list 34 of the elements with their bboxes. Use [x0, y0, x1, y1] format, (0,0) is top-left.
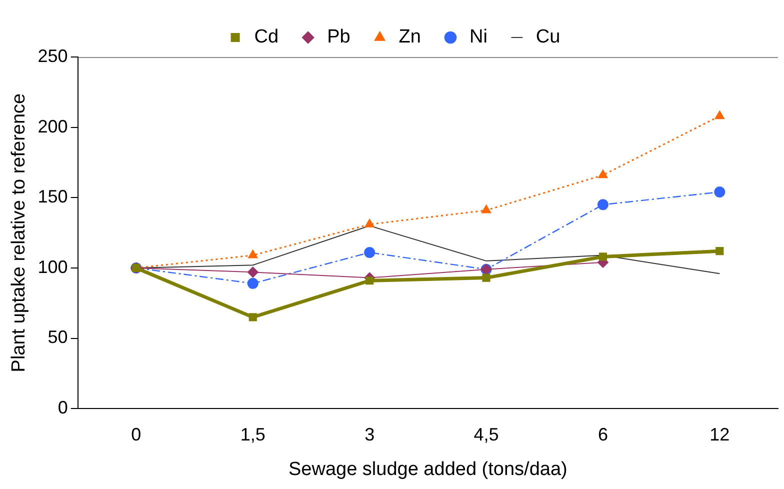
legend-label: Cd: [254, 26, 279, 48]
x-tick-label: 6: [598, 424, 608, 444]
x-tick-label: 4,5: [474, 424, 499, 444]
point: [482, 274, 490, 282]
x-tick-label: 0: [131, 424, 142, 444]
legend-label: Zn: [398, 26, 421, 48]
point: [714, 186, 726, 198]
point: [597, 199, 608, 210]
legend-label: Ni: [469, 26, 488, 48]
x-tick-label: 1,5: [240, 424, 266, 444]
point: [598, 170, 608, 178]
x-tick-label: 3: [364, 424, 375, 444]
point: [248, 250, 258, 258]
point: [716, 247, 724, 256]
x-tick-label: 12: [710, 424, 730, 444]
y-tick-label: 50: [48, 327, 68, 348]
point: [366, 276, 374, 285]
y-tick-label: 250: [38, 46, 68, 66]
x-axis-title: Sewage sludge added (tons/daa): [288, 458, 568, 480]
point: [481, 204, 492, 214]
point: [364, 218, 374, 228]
y-tick-label: 0: [58, 398, 68, 418]
point: [714, 110, 724, 120]
legend-label: Cu: [536, 26, 560, 48]
point: [247, 266, 258, 278]
point: [598, 252, 607, 261]
point: [364, 246, 376, 258]
y-axis-title: Plant uptake relative to reference: [8, 93, 30, 372]
point: [248, 313, 257, 322]
point: [247, 278, 258, 289]
legend-label: Pb: [327, 26, 350, 48]
y-tick-label: 200: [38, 116, 68, 136]
y-tick-label: 100: [38, 256, 68, 277]
y-tick-label: 150: [38, 186, 68, 207]
